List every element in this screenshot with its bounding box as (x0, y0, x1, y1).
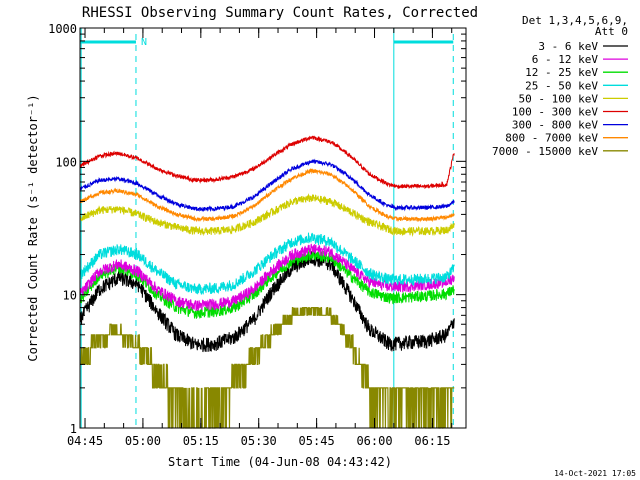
series-line-2 (79, 250, 455, 320)
x-tick-label-0: 04:45 (67, 434, 103, 448)
series-layer (79, 135, 455, 429)
series-line-5 (79, 135, 455, 190)
series-line-8 (80, 306, 455, 429)
y-tick-label-1: 10 (63, 289, 77, 303)
legend-label-4: 50 - 100 keV (519, 92, 599, 105)
y-tick-label-0: 1 (70, 422, 77, 436)
legend-header-1: Att 0 (595, 25, 628, 38)
series-line-3 (79, 232, 455, 295)
night-label: N (141, 37, 147, 48)
x-tick-label-1: 05:00 (125, 434, 161, 448)
legend-label-8: 7000 - 15000 keV (492, 145, 598, 158)
x-tick-label-3: 05:30 (241, 434, 277, 448)
legend-label-0: 3 - 6 keV (538, 40, 598, 53)
legend-label-2: 12 - 25 keV (525, 66, 598, 79)
x-tick-label-6: 06:15 (414, 434, 450, 448)
x-axis-label: Start Time (04-Jun-08 04:43:42) (168, 455, 392, 469)
legend-header-0: Det 1,3,4,5,6,9, (522, 14, 628, 27)
series-line-1 (79, 243, 455, 312)
legend-label-7: 800 - 7000 keV (505, 132, 598, 145)
legend-label-5: 100 - 300 keV (512, 106, 598, 119)
footer-timestamp: 14-Oct-2021 17:05 (554, 469, 636, 478)
series-line-4 (79, 193, 455, 237)
series-line-6 (79, 158, 455, 213)
legend-label-6: 300 - 800 keV (512, 119, 598, 132)
axes: 1 10 100 1000 04:45 05:00 05:15 05:30 05:45 06:00… (48, 22, 467, 448)
series-line-7 (79, 168, 455, 223)
x-tick-label-2: 05:15 (183, 434, 219, 448)
legend-label-3: 25 - 50 keV (525, 79, 598, 92)
y-tick-label-2: 100 (55, 155, 77, 169)
y-axis-label: Corrected Count Rate (s⁻¹ detector⁻¹) (26, 94, 40, 361)
legend-label-1: 6 - 12 keV (532, 53, 599, 66)
y-tick-label-3: 1000 (48, 22, 77, 36)
series-line-0 (79, 251, 455, 353)
x-tick-label-5: 06:00 (356, 434, 392, 448)
chart-title: RHESSI Observing Summary Count Rates, Co… (82, 5, 478, 21)
x-tick-label-4: 05:45 (299, 434, 335, 448)
plot-frame (79, 27, 467, 429)
